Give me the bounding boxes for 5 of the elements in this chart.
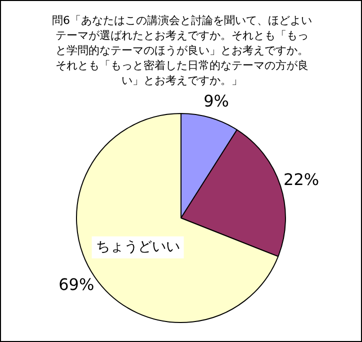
data-label: 22% — [284, 170, 320, 189]
data-label: 69% — [58, 274, 94, 294]
data-label: 9% — [204, 91, 229, 110]
slice-label: ちょうどいい — [96, 239, 180, 256]
chart-title: 問6「あなたはこの講演会と討論を聞いて、ほどよいテーマが選ばれたとお考えですか。それとも「もっと学問的なテーマのほうが良い」とお考えですか。それとも「もっと密着した日常的なテーマの方が良い」とお考えですか。」 — [51, 13, 313, 88]
